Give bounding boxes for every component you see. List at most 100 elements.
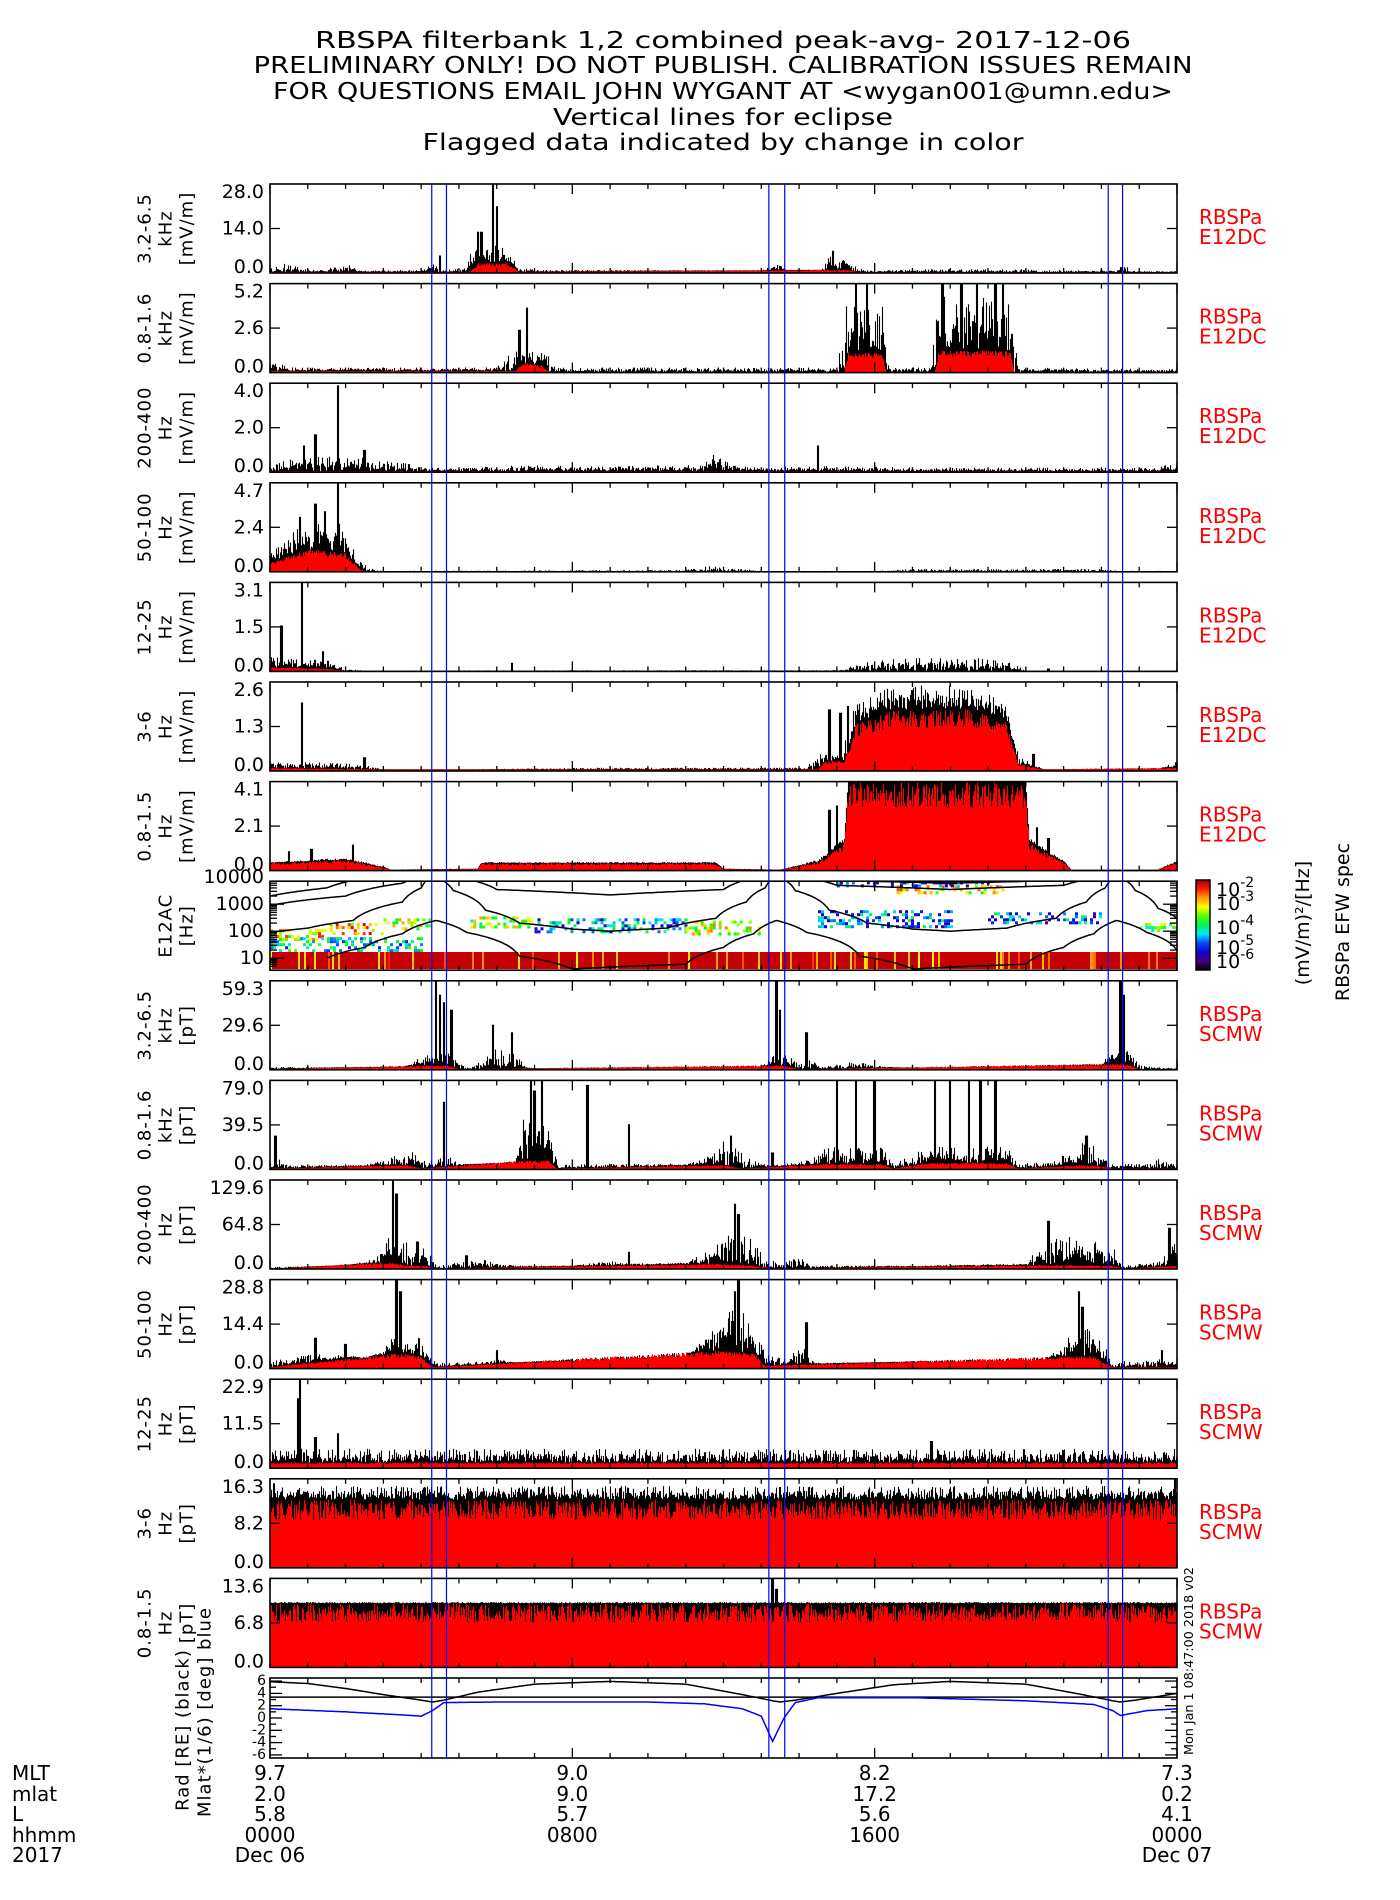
- low-band-cell: [782, 952, 784, 969]
- colorbar-exponent: -5: [1240, 933, 1254, 949]
- spectrogram-cell: [318, 929, 321, 933]
- low-band-cell: [516, 952, 518, 969]
- spectrogram-cell: [396, 940, 399, 944]
- y-tick-label: 39.5: [222, 1114, 264, 1136]
- spectrogram-cell: [351, 943, 354, 947]
- spectrogram-cell: [697, 932, 701, 936]
- spectrogram-cell: [603, 924, 607, 928]
- spectrogram-cell: [818, 919, 821, 923]
- spectrogram-cell: [902, 888, 906, 892]
- spectrogram-cell: [923, 916, 926, 920]
- low-band-cell: [734, 952, 736, 969]
- y-tick-label: 0.0: [234, 1551, 264, 1573]
- spectrogram-cell: [597, 918, 601, 922]
- low-band-cell: [838, 952, 840, 969]
- spectrogram-cell: [309, 938, 312, 942]
- y-tick-label: 14.4: [222, 1313, 264, 1335]
- spectrogram-cell: [333, 940, 336, 944]
- spectrogram-cell: [678, 918, 682, 922]
- low-band-cell: [908, 952, 910, 969]
- spectrogram-cell: [821, 919, 824, 923]
- spectrogram-cell: [657, 918, 661, 922]
- colorbar-gradient: [1195, 879, 1211, 971]
- low-band-cell: [282, 952, 284, 969]
- low-band-cell: [670, 952, 672, 969]
- spectrogram-cell: [645, 930, 649, 934]
- low-band-cell: [920, 952, 922, 969]
- spectrogram-cell: [606, 924, 610, 928]
- low-band-cell: [1100, 952, 1102, 969]
- colorbar-exponent: -2: [1240, 875, 1254, 891]
- spectrogram-cell: [600, 918, 604, 922]
- spectrogram-cell: [396, 946, 399, 950]
- spectrogram-cell: [552, 924, 556, 928]
- spectrogram-cell: [582, 918, 586, 922]
- low-band-cell: [904, 952, 906, 969]
- low-band-cell: [1140, 952, 1142, 969]
- low-band-cell: [930, 952, 932, 969]
- spectrogram-cell: [417, 937, 420, 941]
- spectrogram-cell: [395, 921, 399, 925]
- spectrogram-cell: [733, 920, 737, 924]
- rad-trace: [269, 1680, 1178, 1703]
- spectrogram-cell: [552, 921, 556, 925]
- spectrogram-cell: [718, 920, 722, 924]
- spectrogram-curve: [867, 881, 1034, 884]
- y-tick-label: 16.3: [222, 1476, 264, 1498]
- spectrogram-cell: [1145, 926, 1149, 930]
- spectrogram-cell: [527, 925, 531, 929]
- spectrogram-cell: [1157, 926, 1161, 930]
- panel-ylabel: Hz: [156, 714, 177, 739]
- panel-ylabel: Hz: [156, 614, 177, 639]
- panel-ylabel: [mV/m]: [177, 491, 198, 565]
- spectrogram-cell: [712, 926, 716, 930]
- low-band-cell: [790, 952, 792, 969]
- y-tick-label: 2.6: [234, 679, 264, 701]
- ephemeris-value: 5.8: [254, 1802, 286, 1826]
- low-band-cell: [906, 952, 908, 969]
- spectrogram-cell: [378, 949, 381, 953]
- spectrogram-cell: [944, 910, 947, 914]
- low-band-cell: [652, 952, 654, 969]
- low-band-cell: [1016, 952, 1018, 969]
- spectrogram-cell: [881, 913, 884, 917]
- spectrogram-cell: [428, 924, 432, 928]
- spectrogram-cell: [503, 916, 507, 920]
- low-band-cell: [736, 952, 738, 969]
- spectrogram-cell: [279, 943, 282, 947]
- low-band-cell: [1146, 952, 1148, 969]
- spectrogram-cell: [324, 949, 327, 953]
- low-band-cell: [482, 952, 484, 969]
- ephemeris-value: 9.0: [556, 1761, 588, 1785]
- instrument-label: SCMW: [1199, 1221, 1263, 1245]
- spectrogram-cell: [392, 924, 396, 928]
- low-band-cell: [1070, 952, 1072, 969]
- spectrogram-cell: [279, 949, 282, 953]
- low-band-cell: [310, 952, 312, 969]
- low-band-cell: [942, 952, 944, 969]
- low-band-cell: [916, 952, 918, 969]
- spectrogram-cell: [839, 922, 842, 926]
- spectrogram-cell: [857, 919, 860, 923]
- low-band-cell: [290, 952, 292, 969]
- low-band-cell: [980, 952, 982, 969]
- low-band-cell: [1080, 952, 1082, 969]
- low-band-cell: [914, 952, 916, 969]
- spectrogram-cell: [938, 919, 941, 923]
- spectrogram-cell: [669, 918, 673, 922]
- colorbar-tick-label: 10-5: [1216, 933, 1254, 959]
- instrument-label: SCMW: [1199, 1022, 1263, 1046]
- spectrogram-cell: [327, 949, 330, 953]
- spectrogram-cell: [691, 926, 695, 930]
- spectrogram-cell: [851, 913, 854, 917]
- spectrogram-cell: [530, 919, 534, 923]
- spectrogram-cell: [887, 922, 890, 926]
- spectrogram-cell: [1003, 921, 1006, 925]
- low-band-cell: [1046, 952, 1048, 969]
- low-band-cell: [720, 952, 722, 969]
- low-band-cell: [324, 952, 326, 969]
- low-band-cell: [384, 952, 386, 969]
